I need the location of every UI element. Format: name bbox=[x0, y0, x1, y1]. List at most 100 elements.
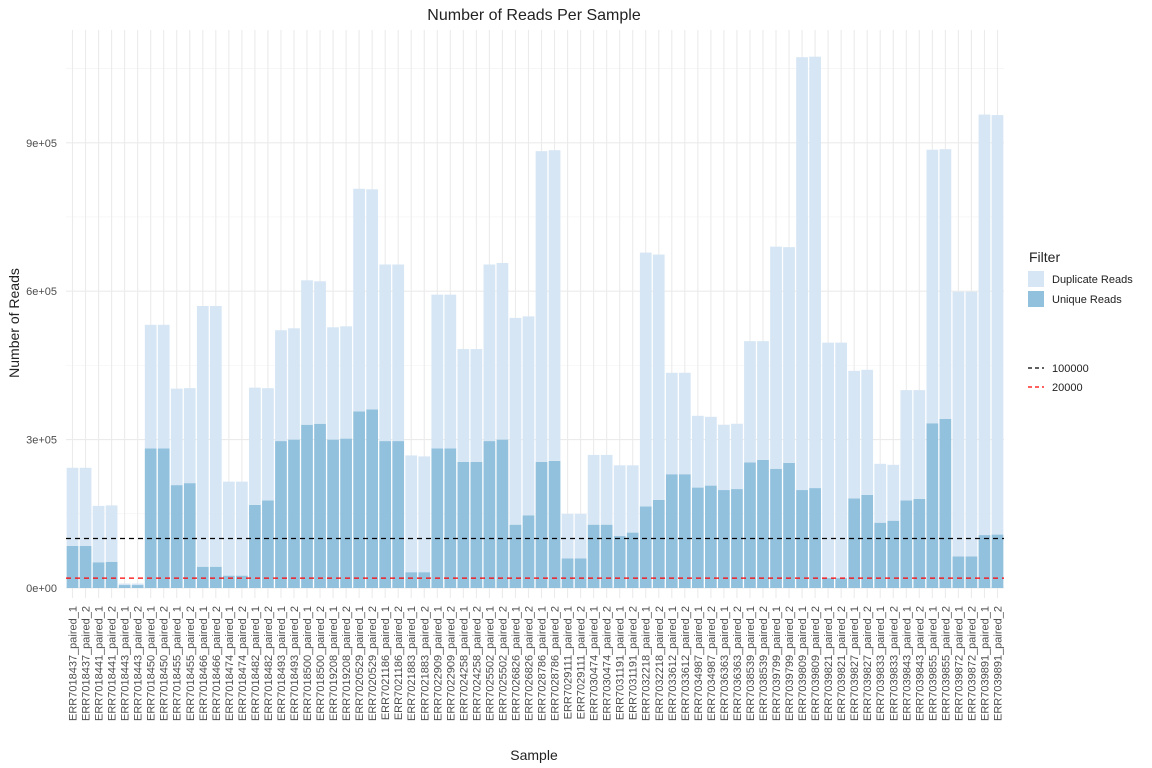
legend-label: Duplicate Reads bbox=[1052, 274, 1133, 286]
bar-unique-reads bbox=[131, 585, 144, 588]
legend-label: Unique Reads bbox=[1052, 294, 1122, 306]
bar-duplicate-reads bbox=[691, 415, 704, 488]
x-tick-label: ERR7021186_paired_1 bbox=[380, 606, 392, 720]
bar-duplicate-reads bbox=[483, 264, 496, 442]
x-tick-label: ERR7022909_paired_1 bbox=[432, 606, 444, 721]
bar-duplicate-reads bbox=[379, 264, 392, 442]
bar-unique-reads bbox=[835, 578, 848, 588]
bar-duplicate-reads bbox=[783, 247, 795, 463]
bar-unique-reads bbox=[913, 498, 926, 588]
x-tick-label: ERR7039833_paired_1 bbox=[875, 606, 887, 721]
threshold-lines bbox=[66, 537, 1004, 579]
bar-unique-reads bbox=[288, 439, 300, 588]
bar-duplicate-reads bbox=[314, 281, 326, 424]
x-tick-label: ERR7036363_paired_2 bbox=[732, 606, 744, 721]
bar-duplicate-reads bbox=[157, 324, 170, 449]
bar-duplicate-reads bbox=[444, 294, 457, 449]
x-tick-label: ERR7029111_paired_1 bbox=[563, 606, 575, 719]
bar-duplicate-reads bbox=[978, 114, 991, 536]
x-tick-label: ERR7020529_paired_1 bbox=[354, 606, 366, 721]
x-tick-label: ERR7018466_paired_2 bbox=[211, 606, 223, 721]
bar-unique-reads bbox=[392, 441, 405, 588]
bar-unique-reads bbox=[483, 441, 496, 588]
bar-unique-reads bbox=[678, 474, 691, 588]
bar-unique-reads bbox=[952, 556, 965, 588]
bar-duplicate-reads bbox=[965, 291, 978, 557]
x-tick-label: ERR7039855_paired_1 bbox=[927, 606, 939, 721]
bar-duplicate-reads bbox=[118, 583, 131, 586]
bar-unique-reads bbox=[522, 515, 535, 588]
bar-unique-reads bbox=[236, 575, 248, 588]
x-tick-label: ERR7018443_paired_2 bbox=[133, 606, 145, 721]
x-tick-label: ERR7018443_paired_1 bbox=[120, 606, 132, 721]
bar-duplicate-reads bbox=[900, 390, 913, 501]
bar-unique-reads bbox=[353, 411, 365, 588]
bar-duplicate-reads bbox=[757, 341, 769, 460]
bar-duplicate-reads bbox=[705, 416, 717, 486]
x-tick-label: ERR7031191_paired_1 bbox=[615, 606, 627, 720]
bar-unique-reads bbox=[327, 439, 339, 588]
bar-unique-reads bbox=[444, 448, 457, 588]
x-tick-label: ERR7039809_paired_1 bbox=[797, 606, 809, 721]
bar-duplicate-reads bbox=[340, 326, 352, 439]
bar-duplicate-reads bbox=[731, 423, 743, 490]
bar-unique-reads bbox=[144, 448, 157, 588]
bar-unique-reads bbox=[887, 520, 900, 588]
bar-unique-reads bbox=[978, 535, 991, 588]
bar-unique-reads bbox=[691, 487, 704, 588]
bar-duplicate-reads bbox=[822, 342, 834, 579]
x-tick-label: ERR7018493_paired_1 bbox=[276, 606, 288, 721]
bar-duplicate-reads bbox=[835, 342, 848, 579]
bar-duplicate-reads bbox=[652, 254, 665, 500]
bar-unique-reads bbox=[965, 556, 978, 588]
x-tick-label: ERR7034987_paired_2 bbox=[706, 606, 718, 721]
bar-duplicate-reads bbox=[79, 467, 92, 546]
bar-unique-reads bbox=[418, 572, 431, 588]
x-tick-label: ERR7036363_paired_1 bbox=[719, 606, 731, 721]
x-tick-label: ERR7030474_paired_2 bbox=[602, 606, 614, 721]
bar-unique-reads bbox=[105, 561, 118, 588]
bar-unique-reads bbox=[431, 448, 444, 588]
x-tick-label: ERR7039799_paired_2 bbox=[784, 606, 796, 721]
x-tick-label: ERR7018450_paired_2 bbox=[159, 606, 171, 721]
bar-duplicate-reads bbox=[600, 454, 613, 525]
bar-unique-reads bbox=[783, 462, 795, 588]
bar-duplicate-reads bbox=[548, 150, 561, 461]
x-tick-label: ERR7039827_paired_1 bbox=[849, 606, 861, 721]
bar-unique-reads bbox=[561, 558, 574, 588]
bar-duplicate-reads bbox=[405, 455, 418, 573]
x-tick-label: ERR7021186_paired_2 bbox=[393, 606, 405, 720]
x-tick-label: ERR7024258_paired_2 bbox=[471, 606, 483, 721]
bar-duplicate-reads bbox=[991, 115, 1004, 535]
bar-unique-reads bbox=[170, 485, 183, 588]
bar-unique-reads bbox=[613, 536, 626, 588]
bar-unique-reads bbox=[822, 578, 834, 588]
bar-unique-reads bbox=[222, 575, 235, 588]
x-tick-label: ERR7022909_paired_2 bbox=[445, 606, 457, 721]
bar-unique-reads bbox=[262, 500, 274, 588]
bar-unique-reads bbox=[757, 459, 769, 588]
bar-duplicate-reads bbox=[809, 56, 821, 489]
y-tick-label: 6e+05 bbox=[26, 286, 57, 298]
x-tick-label: ERR7039843_paired_2 bbox=[914, 606, 926, 721]
bar-unique-reads bbox=[744, 462, 756, 588]
bar-unique-reads bbox=[861, 494, 874, 588]
bar-duplicate-reads bbox=[770, 246, 782, 469]
x-tick-label: ERR7018441_paired_1 bbox=[94, 606, 106, 721]
bar-unique-reads bbox=[587, 524, 600, 588]
bar-duplicate-reads bbox=[522, 316, 535, 516]
x-tick-label: ERR7018455_paired_2 bbox=[185, 606, 197, 721]
bar-unique-reads bbox=[457, 461, 470, 588]
bar-duplicate-reads bbox=[131, 583, 144, 586]
bars bbox=[66, 56, 1004, 588]
bar-unique-reads bbox=[470, 461, 483, 588]
bar-unique-reads bbox=[991, 534, 1004, 588]
bar-duplicate-reads bbox=[939, 149, 952, 419]
x-tick-label: ERR7018482_paired_2 bbox=[263, 606, 275, 721]
bar-unique-reads bbox=[340, 438, 352, 588]
bar-unique-reads bbox=[705, 485, 717, 588]
bar-unique-reads bbox=[574, 558, 587, 588]
x-tick-label: ERR7026826_paired_2 bbox=[523, 606, 535, 721]
x-tick-label: ERR7031191_paired_2 bbox=[628, 606, 640, 720]
